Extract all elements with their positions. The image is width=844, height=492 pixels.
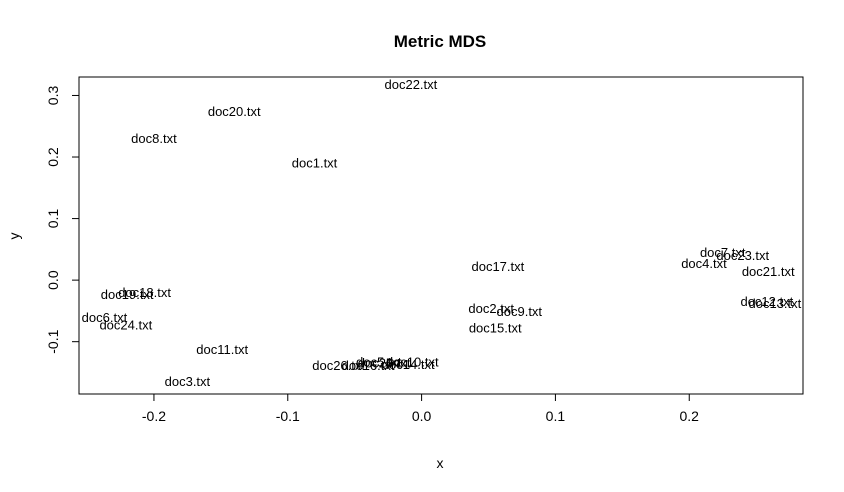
y-tick-label: 0.3	[45, 86, 61, 106]
point-label-doc25: doc25.txt	[358, 356, 411, 371]
point-label-doc14: doc14.txt	[382, 357, 435, 372]
x-tick-label: 0.2	[680, 408, 700, 424]
point-label-doc6: doc6.txt	[82, 310, 128, 325]
x-tick-label: -0.1	[276, 408, 300, 424]
point-label-doc13: doc13.txt	[749, 296, 802, 311]
chart-title: Metric MDS	[394, 32, 487, 51]
point-label-doc15: doc15.txt	[469, 321, 522, 336]
x-axis-title: x	[437, 455, 444, 471]
point-label-doc17: doc17.txt	[471, 259, 524, 274]
point-label-doc22: doc22.txt	[385, 77, 438, 92]
y-axis-title: y	[6, 233, 22, 240]
y-tick-label: 0.1	[45, 209, 61, 229]
x-tick-label: 0.1	[546, 408, 566, 424]
x-tick-label: -0.2	[142, 408, 166, 424]
point-label-doc10: doc10.txt	[386, 354, 439, 369]
point-label-doc20: doc20.txt	[208, 104, 261, 119]
point-label-doc23: doc23.txt	[716, 248, 769, 263]
plot-area-box	[78, 76, 804, 395]
y-tick-label: 0.0	[45, 270, 61, 290]
point-label-doc1: doc1.txt	[292, 156, 338, 171]
point-label-doc5: doc5.txt	[356, 354, 402, 369]
point-label-doc11: doc11.txt	[196, 342, 248, 357]
point-label-doc19: doc19.txt	[101, 287, 154, 302]
x-tick-label: 0.0	[412, 408, 432, 424]
point-label-doc16: doc16.txt	[342, 358, 395, 373]
y-tick-label: 0.2	[45, 147, 61, 167]
point-label-doc9: doc9.txt	[497, 304, 543, 319]
x-axis: -0.2 -0.1 0.0 0.1 0.2	[142, 393, 700, 424]
point-label-doc2: doc2.txt	[468, 301, 514, 316]
y-axis: -0.1 0.0 0.1 0.2 0.3	[45, 86, 80, 354]
point-label-doc12: doc12.txt	[740, 294, 793, 309]
point-label-doc26: doc26.txt	[312, 358, 365, 373]
point-label-doc3: doc3.txt	[165, 374, 211, 389]
point-label-doc4: doc4.txt	[681, 256, 727, 271]
point-label-doc18: doc18.txt	[118, 285, 171, 300]
point-label-doc8: doc8.txt	[131, 131, 177, 146]
point-labels: doc1.txt doc2.txt doc3.txt doc4.txt doc5.txt…	[82, 77, 802, 389]
point-label-doc24: doc24.txt	[99, 318, 152, 333]
point-label-doc21: doc21.txt	[742, 264, 795, 279]
y-tick-label: -0.1	[45, 329, 61, 353]
point-label-doc7: doc7.txt	[700, 245, 746, 260]
